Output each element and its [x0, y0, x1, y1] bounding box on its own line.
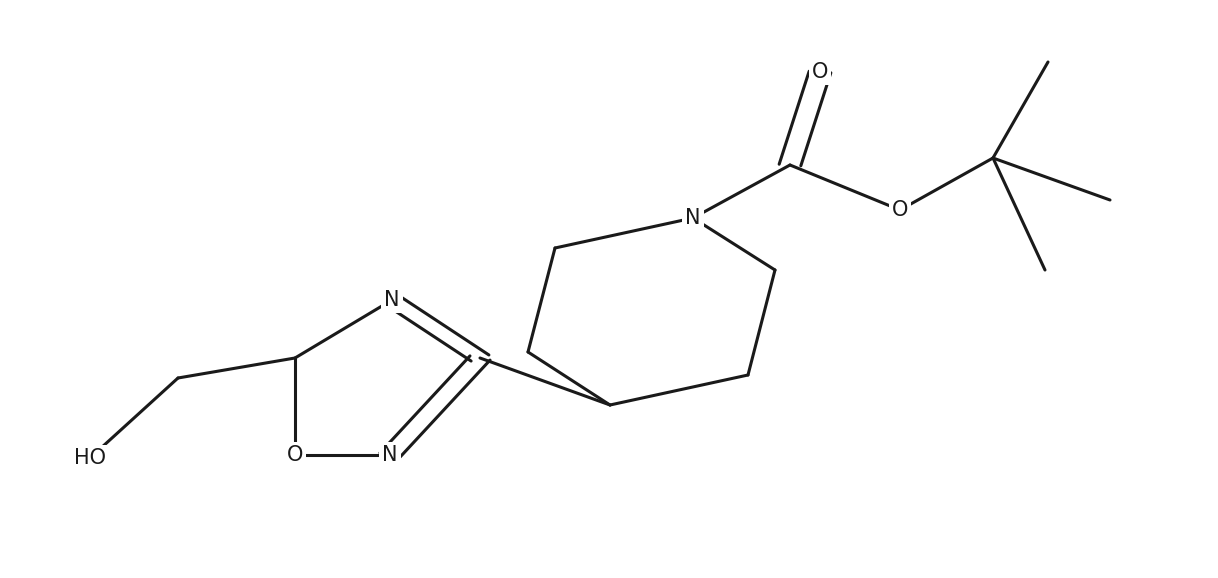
Text: O: O: [812, 62, 828, 82]
Text: O: O: [286, 445, 303, 465]
Text: N: N: [686, 208, 700, 228]
Text: N: N: [384, 290, 400, 310]
Text: N: N: [382, 445, 398, 465]
Text: HO: HO: [74, 448, 106, 468]
Text: O: O: [892, 200, 909, 220]
